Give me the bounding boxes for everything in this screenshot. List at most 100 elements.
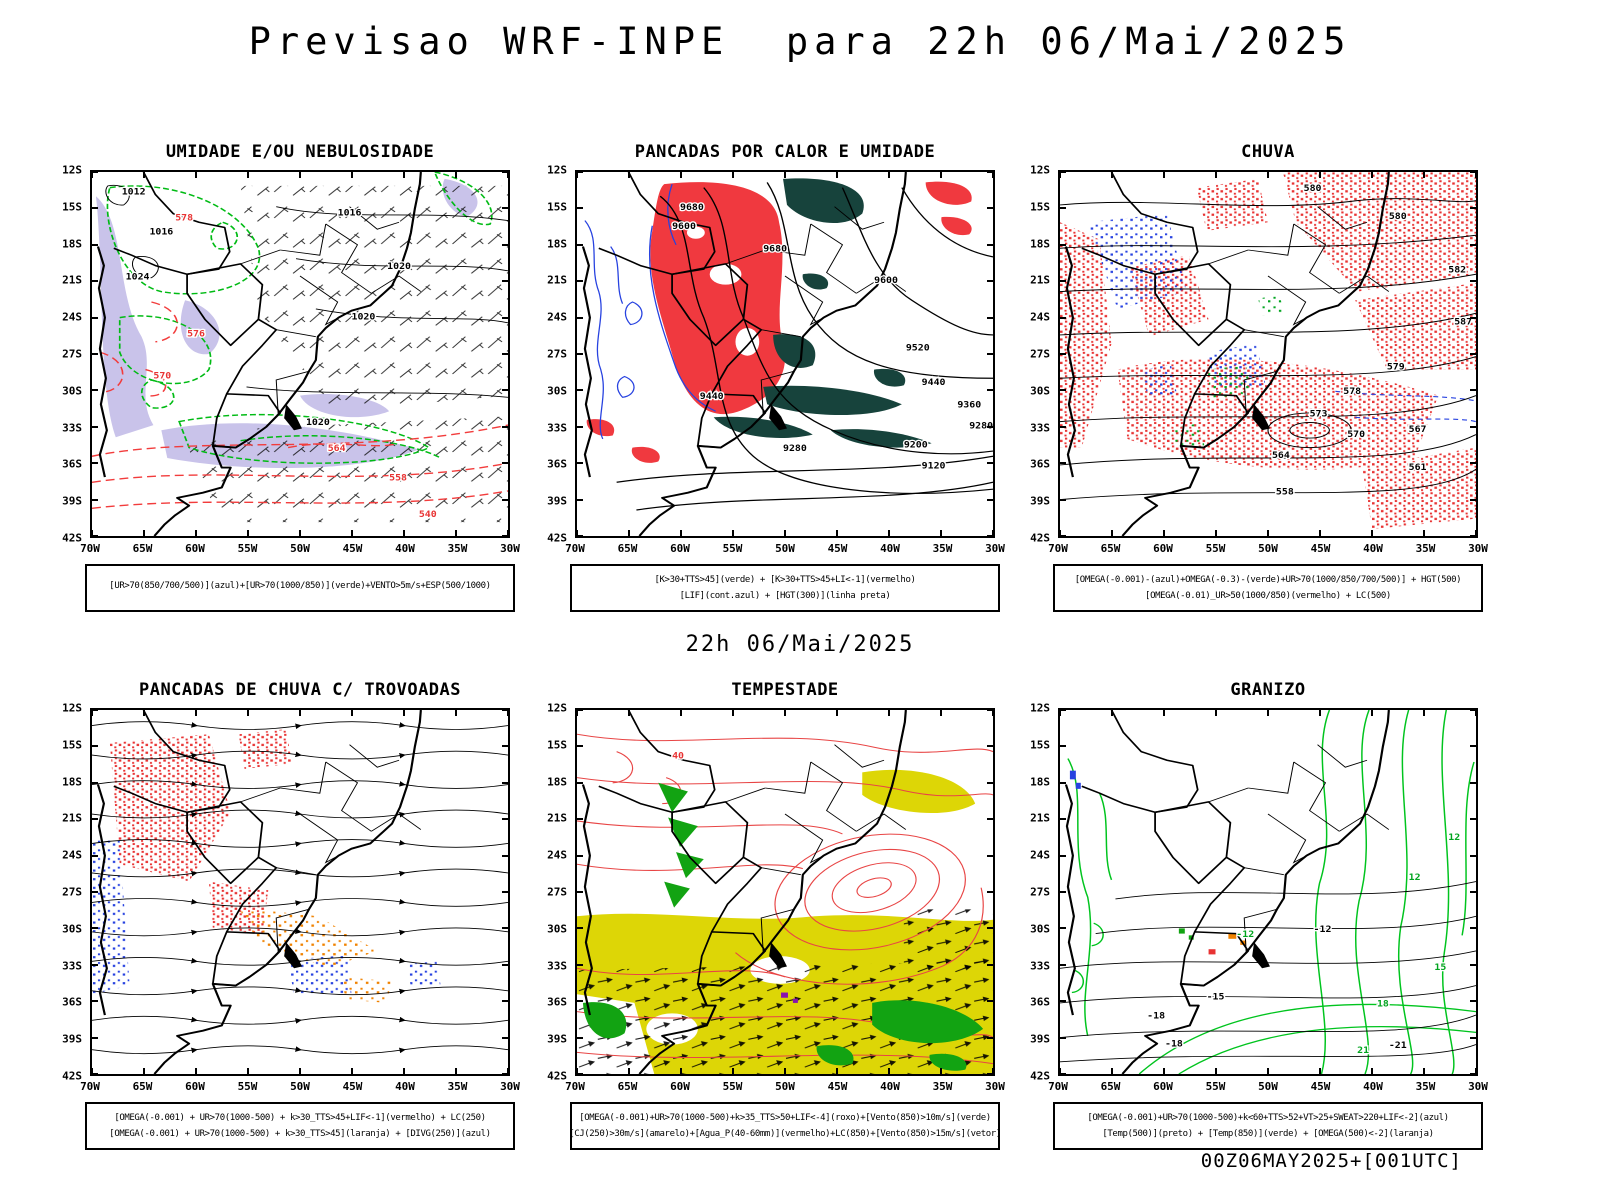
tick-mark <box>92 462 98 465</box>
tick-mark <box>1060 462 1066 465</box>
lon-tick-label: 65W <box>617 1080 638 1093</box>
tick-mark <box>576 530 578 536</box>
tick-mark <box>987 1073 993 1075</box>
tick-mark <box>888 1068 890 1074</box>
lat-tick-label: 15S <box>547 738 567 752</box>
lon-tick-label: 45W <box>1310 542 1331 555</box>
contour-label: 9120 <box>922 461 946 471</box>
tick-mark <box>1111 1068 1113 1074</box>
tick-mark <box>987 854 993 857</box>
tick-mark <box>502 389 508 392</box>
tick-mark <box>502 535 508 537</box>
contour-label: 9600 <box>672 222 696 232</box>
tick-mark <box>1059 530 1061 536</box>
tick-mark <box>351 1068 353 1074</box>
contour-label: 9680 <box>680 203 704 213</box>
tick-mark <box>987 745 993 748</box>
model-run-label: 00Z06MAY2025+[001UTC] <box>1200 1150 1462 1172</box>
contour-label: 567 <box>1409 425 1427 435</box>
tick-mark <box>577 425 583 428</box>
lat-tick-label: 21S <box>62 811 82 825</box>
page-title: Previsao WRF-INPE para 22h 06/Mai/2025 <box>248 20 1352 63</box>
tick-mark <box>577 353 583 355</box>
chuva-map: 580 580 582 587 579 578 573 570 567 564 561 558 <box>1060 172 1476 536</box>
tick-mark <box>502 1036 508 1039</box>
lat-tick-label: 30S <box>1030 384 1050 398</box>
lat-tick-label: 33S <box>62 421 82 435</box>
tick-mark <box>299 1068 301 1074</box>
tick-mark <box>1215 1068 1217 1074</box>
tick-mark <box>91 530 93 536</box>
caption-box: [OMEGA(-0.001) + UR>70(1000-500) + k>30_… <box>85 1102 515 1150</box>
tick-mark <box>1470 316 1476 319</box>
tick-mark <box>577 389 583 392</box>
panel-title: UMIDADE E/OU NEBULOSIDADE <box>165 142 435 162</box>
map-frame: 580 580 582 587 579 578 573 570 567 564 561 558 <box>1058 170 1478 538</box>
lat-tick-label: 12S <box>62 701 82 715</box>
tick-mark <box>1475 530 1477 536</box>
tick-mark <box>1060 963 1066 966</box>
tick-mark <box>1060 353 1066 355</box>
lat-tick-label: 39S <box>547 494 567 508</box>
tick-mark <box>987 280 993 283</box>
tick-mark <box>1111 710 1113 716</box>
contour-label: 9200 <box>904 440 928 450</box>
tick-mark <box>987 207 993 210</box>
lat-tick-label: 42S <box>547 531 567 545</box>
lat-tick-label: 18S <box>547 775 567 789</box>
valid-time-label: 22h 06/Mai/2025 <box>685 632 915 657</box>
tick-mark <box>992 172 994 178</box>
caption-line: [CJ(250)>30m/s](amarelo)+[Agua_P(40-60mm… <box>569 1128 1001 1139</box>
lon-tick-label: 40W <box>880 1080 900 1093</box>
tick-mark <box>92 389 98 392</box>
lon-tick-label: 50W <box>1258 542 1278 555</box>
tick-mark <box>784 530 786 536</box>
lon-tick-label: 60W <box>670 542 690 555</box>
tick-mark <box>784 710 786 716</box>
lon-tick-label: 40W <box>395 1080 415 1093</box>
lon-tick-label: 45W <box>342 542 363 555</box>
lat-tick-label: 42S <box>62 1069 82 1083</box>
lat-tick-label: 36S <box>1030 457 1050 471</box>
map-frame <box>90 708 510 1076</box>
contour-label: 9280 <box>969 421 993 431</box>
panel-granizo: GRANIZO 12S 15S 18S 21S 24S 27S 30S 33S 36S 39S 42… <box>1018 680 1518 1172</box>
tick-mark <box>351 172 353 178</box>
tick-mark <box>1111 530 1113 536</box>
tick-mark <box>1470 498 1476 501</box>
tick-mark <box>577 171 583 173</box>
contour-label: 564 <box>328 444 346 454</box>
tick-mark <box>1163 1068 1165 1074</box>
lat-tick-label: 39S <box>62 1032 82 1046</box>
lon-tick-label: 65W <box>1100 1080 1121 1093</box>
lat-tick-label: 36S <box>62 457 82 471</box>
contour-label: 570 <box>153 371 171 381</box>
contour-label: 579 <box>1387 362 1405 372</box>
lat-tick-label: 36S <box>1030 995 1050 1009</box>
lat-tick-label: 18S <box>62 775 82 789</box>
lon-tick-label: 50W <box>775 1080 795 1093</box>
map-frame: 40 <box>575 708 995 1076</box>
tick-mark <box>1060 854 1066 857</box>
tick-mark <box>403 530 405 536</box>
tick-mark <box>403 172 405 178</box>
contour-label: 582 <box>1448 265 1466 275</box>
tick-mark <box>502 462 508 465</box>
lon-tick-label: 30W <box>985 1080 1005 1093</box>
tick-mark <box>247 710 249 716</box>
tick-mark <box>299 172 301 178</box>
lat-tick-label: 24S <box>547 310 567 324</box>
tick-mark <box>299 530 301 536</box>
contour-label: 1016 <box>149 227 173 237</box>
lon-tick-label: 65W <box>617 542 638 555</box>
tick-mark <box>1470 389 1476 392</box>
tick-mark <box>1060 1000 1066 1003</box>
caption-box: [OMEGA(-0.001)-(azul)+OMEGA(-0.3)-(verde… <box>1053 564 1483 612</box>
tick-mark <box>92 745 98 748</box>
tick-mark <box>1267 1068 1269 1074</box>
lon-tick-label: 35W <box>932 1080 953 1093</box>
tick-mark <box>507 172 509 178</box>
lat-tick-label: 33S <box>62 959 82 973</box>
tick-mark <box>502 498 508 501</box>
tick-mark <box>1059 710 1061 716</box>
